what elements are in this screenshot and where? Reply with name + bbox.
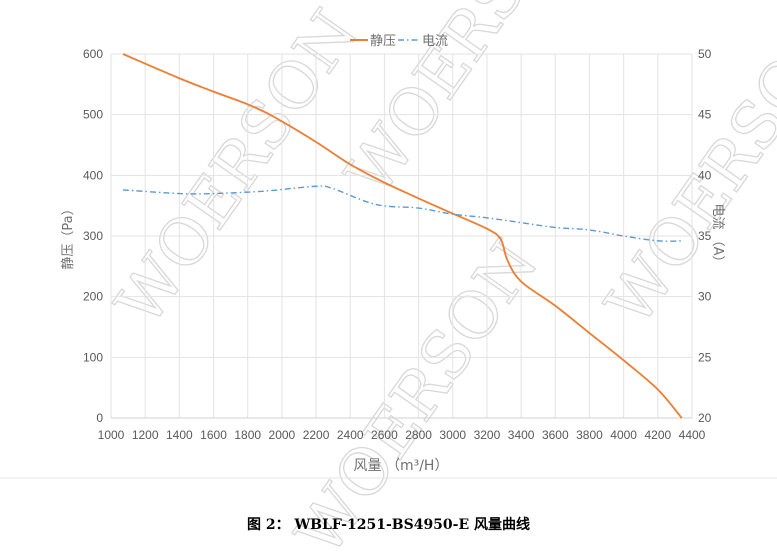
x-tick-label: 2400 [337,428,364,442]
x-axis-label: 风量 （m³/H） [354,458,449,474]
x-tick-label: 3200 [474,428,501,442]
legend-label-pressure: 静压 [370,34,396,49]
y-tick-label: 200 [83,290,103,304]
y-tick-label: 600 [83,47,103,61]
y2-tick-label: 45 [698,108,712,122]
gridlines [110,53,693,419]
x-tick-label: 1400 [166,428,193,442]
series-line-current [122,185,682,242]
x-tick-label: 4000 [610,428,637,442]
y-tick-label: 100 [83,350,103,364]
watermark-2: WOERSON [592,0,777,339]
y-tick-label: 500 [83,108,103,122]
y2-tick-label: 25 [698,350,712,364]
y-axis-label: 静压（Pa） [61,202,76,269]
tick-labels: 1000 1200 1400 1600 1800 2000 2200 2400 2600 2800… [83,47,712,442]
x-tick-label: 2800 [405,428,432,442]
y2-tick-label: 35 [698,229,712,243]
y2-tick-label: 30 [698,290,712,304]
y-tick-label: 0 [96,411,103,425]
y2-tick-label: 50 [698,47,712,61]
figure-caption: 图 2： WBLF-1251-BS4950-E 风量曲线 [246,517,531,533]
x-tick-label: 3800 [576,428,603,442]
legend-label-current: 电流 [422,34,448,49]
watermark-3: WOERSON [282,227,552,552]
x-tick-label: 1000 [98,428,125,442]
x-tick-label: 3000 [439,428,466,442]
x-tick-label: 4200 [644,428,671,442]
x-tick-label: 2200 [303,428,330,442]
series-lines [122,53,683,419]
x-tick-label: 3600 [542,428,569,442]
y2-tick-label: 40 [698,168,712,182]
y2-axis-label: 电流 （A） [710,203,725,268]
x-tick-label: 4400 [679,428,706,442]
x-tick-label: 3400 [508,428,535,442]
y-tick-label: 300 [83,229,103,243]
y2-tick-label: 20 [698,411,712,425]
legend: 静压 电流 [350,34,448,49]
x-tick-label: 1600 [200,428,227,442]
x-tick-label: 1200 [132,428,159,442]
watermark-0: WOERSON [102,0,372,339]
y-tick-label: 400 [83,168,103,182]
x-tick-label: 1800 [234,428,261,442]
x-tick-label: 2600 [371,428,398,442]
x-tick-label: 2000 [269,428,296,442]
